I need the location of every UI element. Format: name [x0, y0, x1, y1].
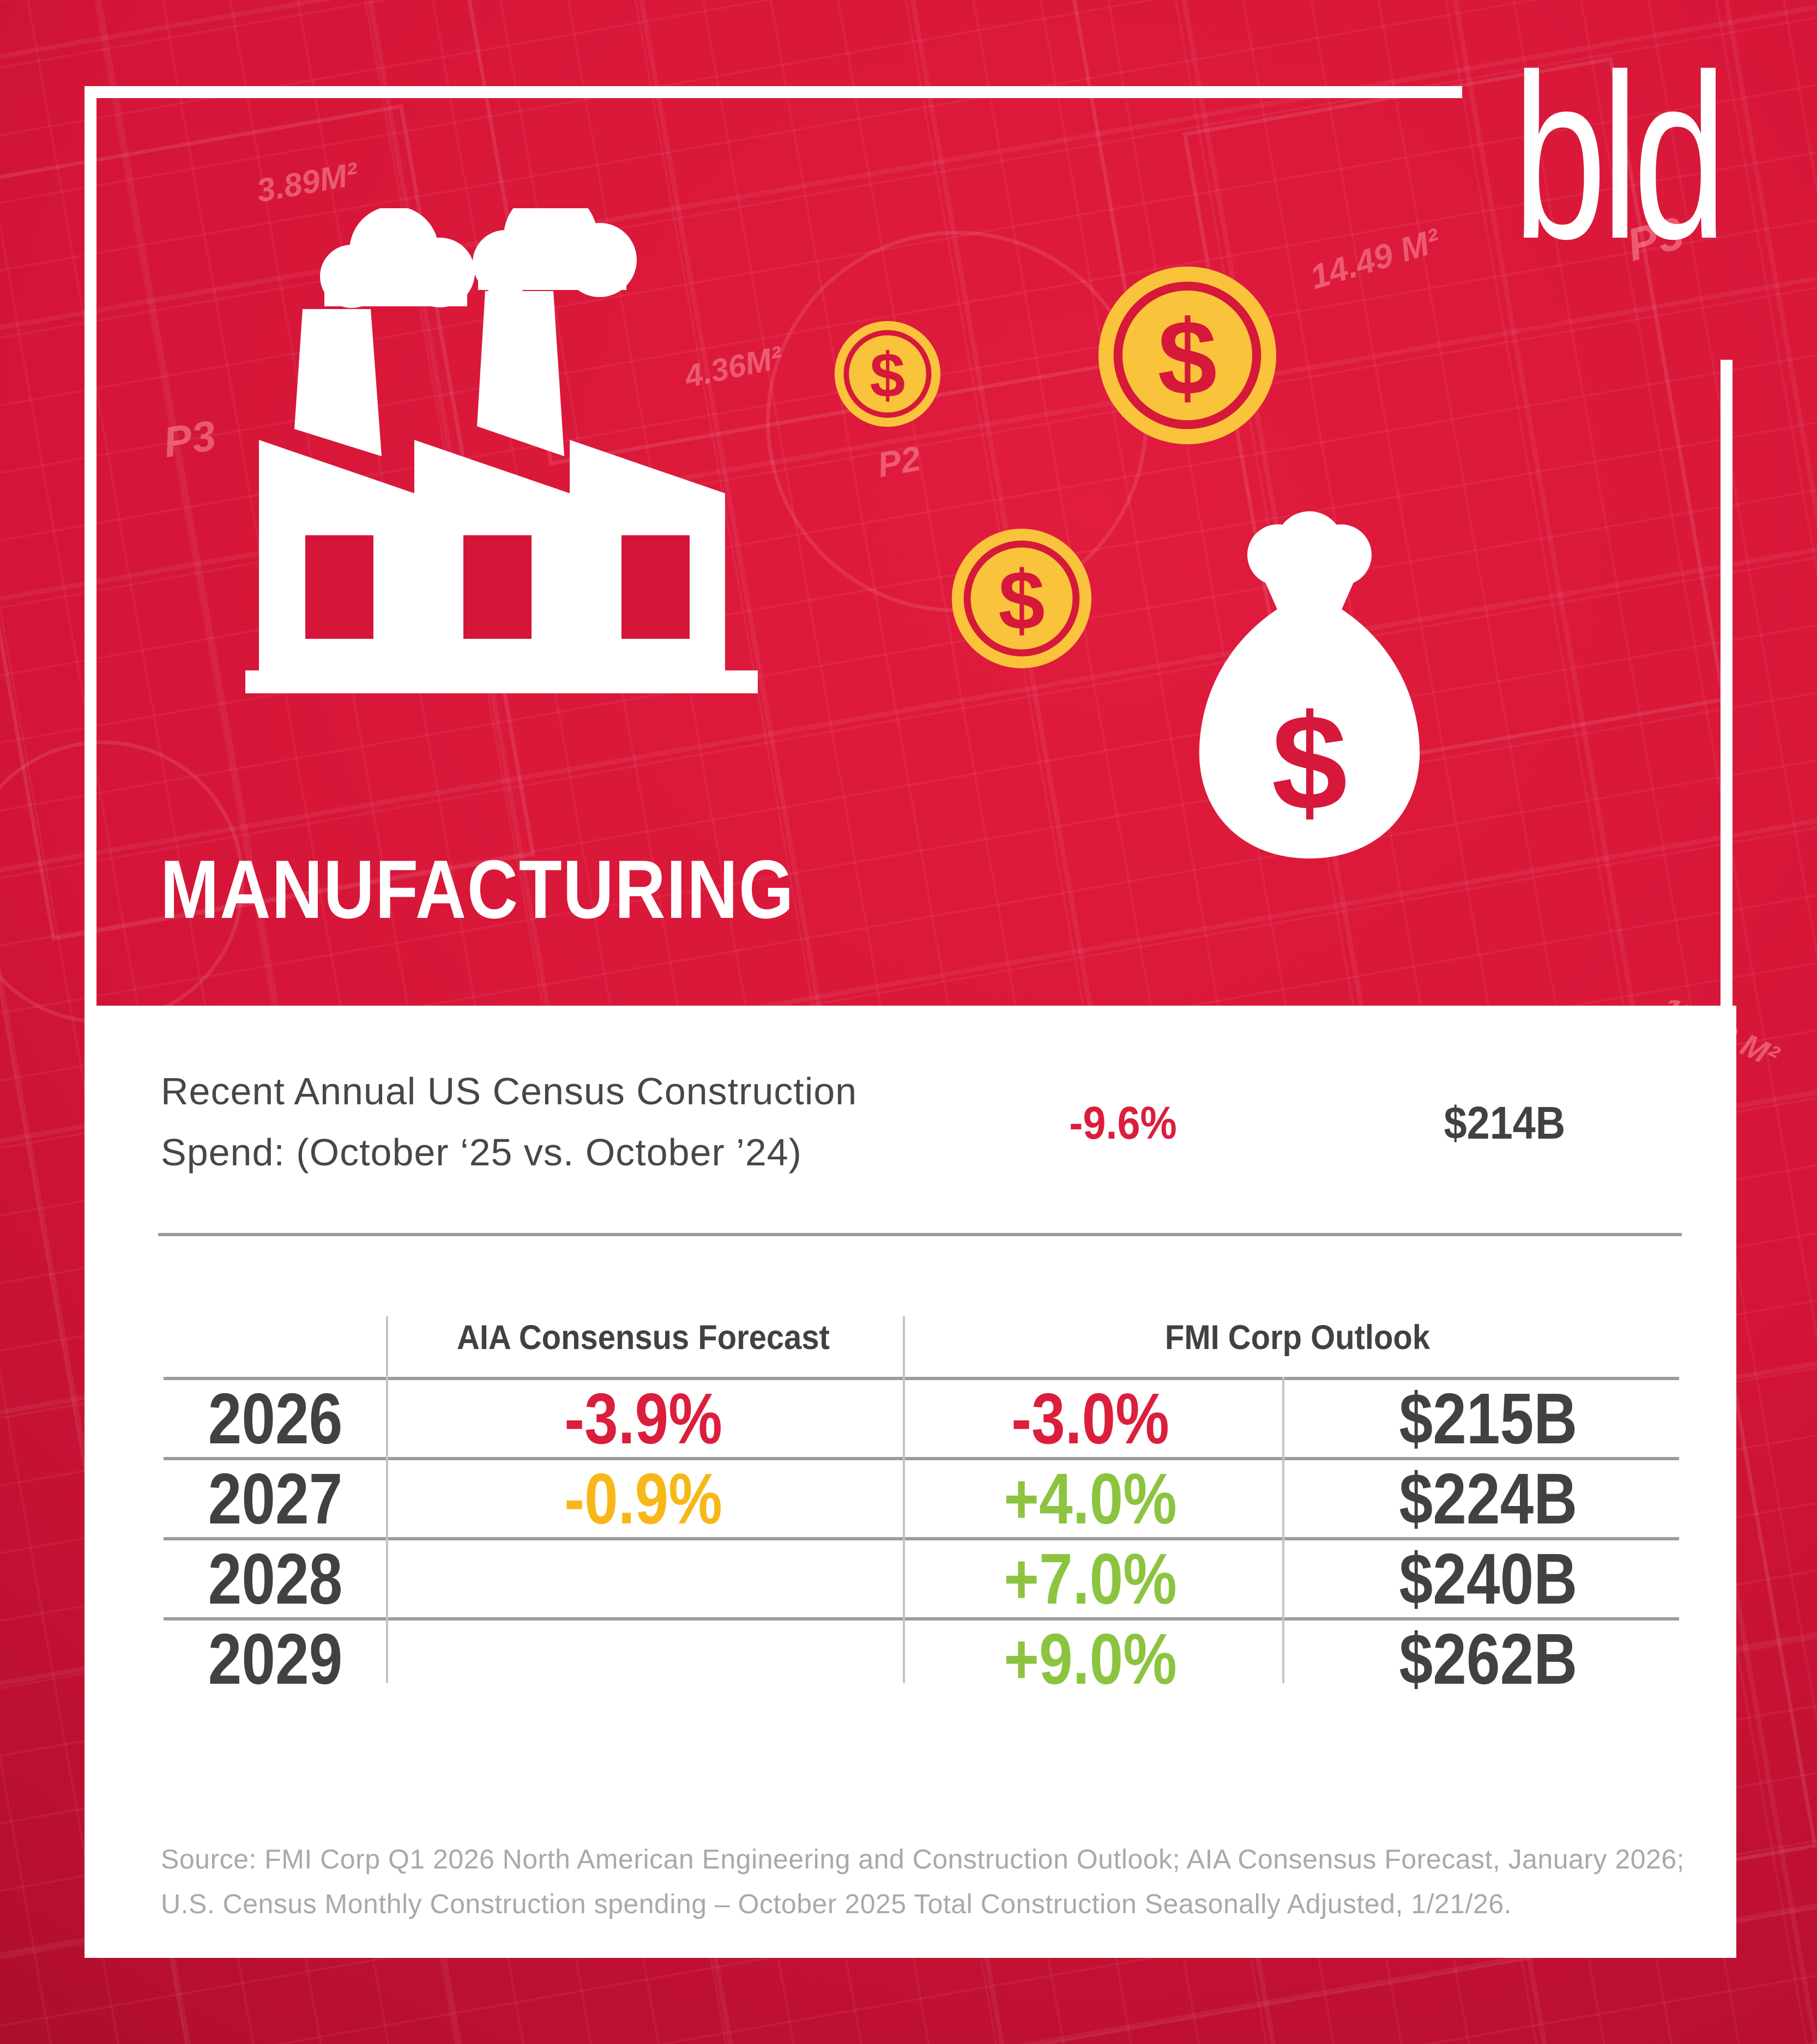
- table-cell-fmi-pct: -3.0%: [1011, 1378, 1169, 1459]
- dollar-sign-icon: $: [1271, 686, 1347, 838]
- blueprint-label: P3: [160, 411, 219, 467]
- data-panel: [84, 1006, 1736, 1958]
- table-rule: [164, 1617, 1679, 1620]
- table-rule: [164, 1377, 1679, 1380]
- frame-border-left: [84, 86, 96, 1007]
- summary-label-line1: Recent Annual US Census Construction: [161, 1070, 858, 1112]
- table-column-divider: [903, 1316, 905, 1683]
- table-column-divider: [386, 1316, 388, 1683]
- table-cell-aia: -0.9%: [564, 1459, 722, 1539]
- section-divider: [158, 1233, 1682, 1236]
- source-line2: U.S. Census Monthly Construction spendin…: [161, 1889, 1512, 1919]
- money-bag-icon: $: [1199, 511, 1420, 858]
- table-row-year: 2027: [208, 1459, 343, 1539]
- coin-icon-large: $: [1098, 267, 1276, 444]
- table-cell-fmi-amount: $224B: [1399, 1459, 1578, 1539]
- table-cell-aia: [437, 1620, 849, 1698]
- column-header-aia: AIA Consensus Forecast: [457, 1319, 830, 1357]
- table-cell-fmi-pct: +7.0%: [1004, 1539, 1177, 1619]
- table-cell-fmi-pct: +9.0%: [1004, 1619, 1177, 1699]
- table-rule: [164, 1537, 1679, 1540]
- table-column-divider: [1282, 1377, 1284, 1683]
- blueprint-label: P2: [874, 438, 923, 485]
- table-rule: [164, 1457, 1679, 1460]
- summary-change-value: -9.6%: [1069, 1097, 1177, 1148]
- table-cell-fmi-amount: $215B: [1399, 1378, 1578, 1459]
- table-cell-aia: -3.9%: [564, 1378, 722, 1459]
- table-row-year: 2026: [208, 1378, 343, 1459]
- dollar-sign-icon: $: [1158, 299, 1217, 418]
- coin-icon-medium: $: [952, 529, 1091, 668]
- table-row-year: 2029: [208, 1619, 343, 1699]
- column-header-fmi: FMI Corp Outlook: [1164, 1319, 1430, 1357]
- bld-logo: bld: [1513, 26, 1727, 288]
- summary-spend-value: $214B: [1444, 1097, 1566, 1148]
- source-note: Source: FMI Corp Q1 2026 North American …: [161, 1837, 1753, 1926]
- factory-icon: [245, 208, 758, 693]
- summary-label-line2: Spend: (October ‘25 vs. October ’24): [161, 1131, 802, 1174]
- dollar-sign-icon: $: [998, 553, 1045, 647]
- summary-label: Recent Annual US Census Construction Spe…: [161, 1061, 979, 1183]
- coin-icon-small: $: [835, 321, 940, 427]
- table-row-year: 2028: [208, 1539, 343, 1619]
- table-cell-aia: [437, 1540, 849, 1618]
- frame-border-top: [84, 86, 1462, 98]
- frame-border-right: [1721, 360, 1733, 1007]
- source-line1: Source: FMI Corp Q1 2026 North American …: [161, 1844, 1685, 1874]
- table-cell-fmi-amount: $240B: [1399, 1539, 1578, 1619]
- table-cell-fmi-amount: $262B: [1399, 1619, 1578, 1699]
- page-title: MANUFACTURING: [160, 843, 795, 936]
- dollar-sign-icon: $: [870, 340, 906, 411]
- table-cell-fmi-pct: +4.0%: [1004, 1459, 1177, 1539]
